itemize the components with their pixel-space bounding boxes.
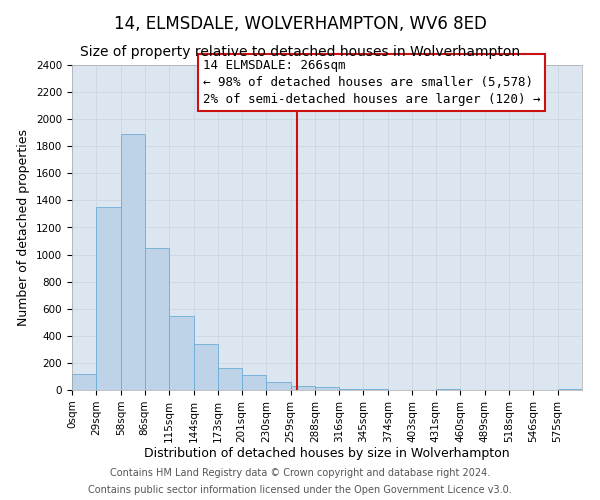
Bar xyxy=(194,344,218,390)
Bar xyxy=(557,388,582,390)
Bar xyxy=(145,248,169,390)
Text: Contains public sector information licensed under the Open Government Licence v3: Contains public sector information licen… xyxy=(88,485,512,495)
Bar xyxy=(218,368,242,390)
Bar xyxy=(266,382,290,390)
X-axis label: Distribution of detached houses by size in Wolverhampton: Distribution of detached houses by size … xyxy=(144,448,510,460)
Bar xyxy=(72,374,97,390)
Text: Contains HM Land Registry data © Crown copyright and database right 2024.: Contains HM Land Registry data © Crown c… xyxy=(110,468,490,477)
Bar xyxy=(97,207,121,390)
Text: 14, ELMSDALE, WOLVERHAMPTON, WV6 8ED: 14, ELMSDALE, WOLVERHAMPTON, WV6 8ED xyxy=(113,15,487,33)
Text: 14 ELMSDALE: 266sqm
← 98% of detached houses are smaller (5,578)
2% of semi-deta: 14 ELMSDALE: 266sqm ← 98% of detached ho… xyxy=(203,59,541,106)
Text: Size of property relative to detached houses in Wolverhampton: Size of property relative to detached ho… xyxy=(80,45,520,59)
Bar xyxy=(290,386,315,390)
Bar xyxy=(121,134,145,390)
Bar xyxy=(339,388,364,390)
Bar xyxy=(169,316,194,390)
Bar xyxy=(436,388,460,390)
Y-axis label: Number of detached properties: Number of detached properties xyxy=(17,129,31,326)
Bar xyxy=(315,388,339,390)
Bar xyxy=(242,375,266,390)
